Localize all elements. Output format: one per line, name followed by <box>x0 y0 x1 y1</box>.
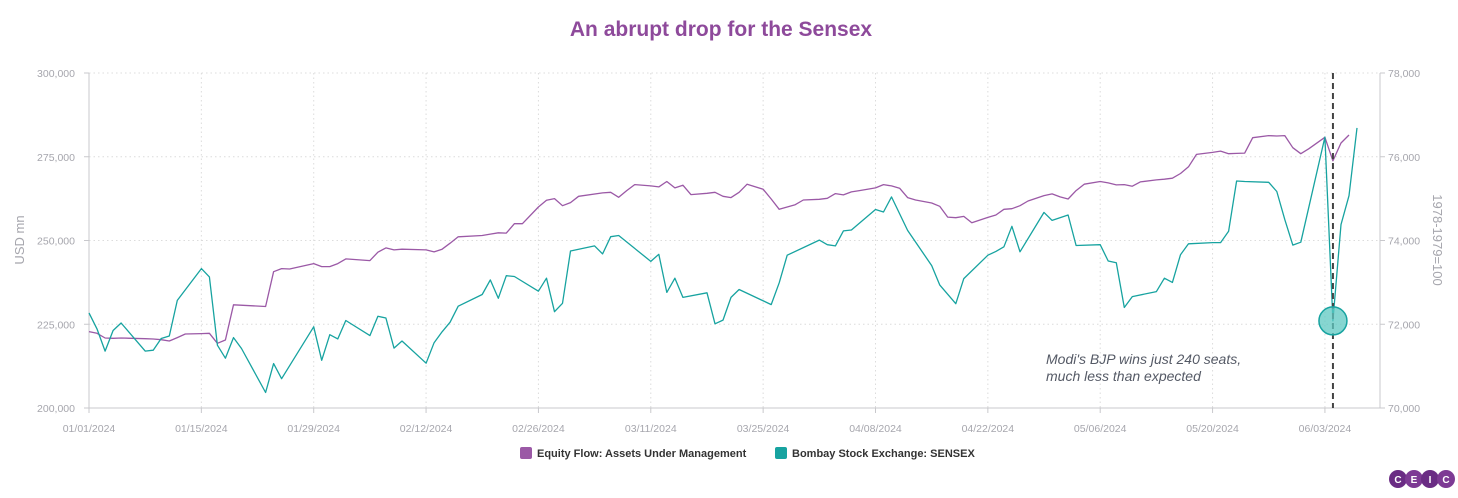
gridlines <box>89 72 1380 408</box>
series-line-equity-flow <box>88 134 1350 344</box>
x-tick-label: 01/29/2024 <box>287 423 340 435</box>
right-tick-label: 76,000 <box>1388 152 1420 164</box>
x-tick-label: 02/26/2024 <box>512 423 565 435</box>
x-tick-label: 04/08/2024 <box>849 423 902 435</box>
legend-item-sensex[interactable]: Bombay Stock Exchange: SENSEX <box>775 447 975 460</box>
left-tick-label: 300,000 <box>37 68 75 80</box>
chart-title: An abrupt drop for the Sensex <box>570 18 873 41</box>
svg-text:E: E <box>1411 475 1418 486</box>
x-tick-label: 01/15/2024 <box>175 423 228 435</box>
annotation-line-1: Modi's BJP wins just 240 seats, <box>1046 351 1241 367</box>
svg-text:C: C <box>1394 475 1401 486</box>
legend-label-equity-flow: Equity Flow: Assets Under Management <box>537 448 747 460</box>
left-axis-title: USD mn <box>12 215 27 264</box>
x-tick-label: 01/01/2024 <box>63 423 116 435</box>
right-tick-label: 78,000 <box>1388 68 1420 80</box>
x-tick-label: 06/03/2024 <box>1299 423 1352 435</box>
legend-item-equity-flow[interactable]: Equity Flow: Assets Under Management <box>520 447 747 460</box>
right-tick-label: 74,000 <box>1388 236 1420 248</box>
legend-label-sensex: Bombay Stock Exchange: SENSEX <box>792 448 975 460</box>
x-tick-label: 03/11/2024 <box>625 423 677 435</box>
right-tick-label: 70,000 <box>1388 403 1420 415</box>
legend-swatch-sensex <box>775 447 787 459</box>
x-axis-ticks: 01/01/2024 01/15/2024 01/29/2024 02/12/2024… <box>63 408 1352 435</box>
svg-text:C: C <box>1442 475 1449 486</box>
x-tick-label: 05/06/2024 <box>1074 423 1127 435</box>
svg-text:I: I <box>1429 475 1432 486</box>
event-highlight-circle <box>1318 306 1348 336</box>
event-marker-group <box>1318 73 1348 408</box>
right-axis-title: 1978-1979=100 <box>1430 194 1445 285</box>
left-tick-label: 200,000 <box>37 403 75 415</box>
legend-swatch-equity-flow <box>520 447 532 459</box>
left-tick-label: 225,000 <box>37 319 75 331</box>
legend: Equity Flow: Assets Under Management Bom… <box>520 447 975 460</box>
right-tick-label: 72,000 <box>1388 319 1420 331</box>
ceic-logo: C E I C <box>1389 470 1455 488</box>
x-tick-label: 02/12/2024 <box>400 423 453 435</box>
left-tick-label: 275,000 <box>37 152 75 164</box>
left-axis-ticks: 200,000 225,000 250,000 275,000 300,000 <box>37 68 89 415</box>
series-line-sensex <box>88 127 1358 394</box>
annotation-line-2: much less than expected <box>1046 368 1202 384</box>
x-tick-label: 03/25/2024 <box>737 423 790 435</box>
x-tick-label: 05/20/2024 <box>1186 423 1239 435</box>
series-lines <box>88 127 1358 394</box>
left-tick-label: 250,000 <box>37 236 75 248</box>
x-tick-label: 04/22/2024 <box>962 423 1015 435</box>
right-axis-ticks: 70,000 72,000 74,000 76,000 78,000 <box>1380 68 1420 415</box>
